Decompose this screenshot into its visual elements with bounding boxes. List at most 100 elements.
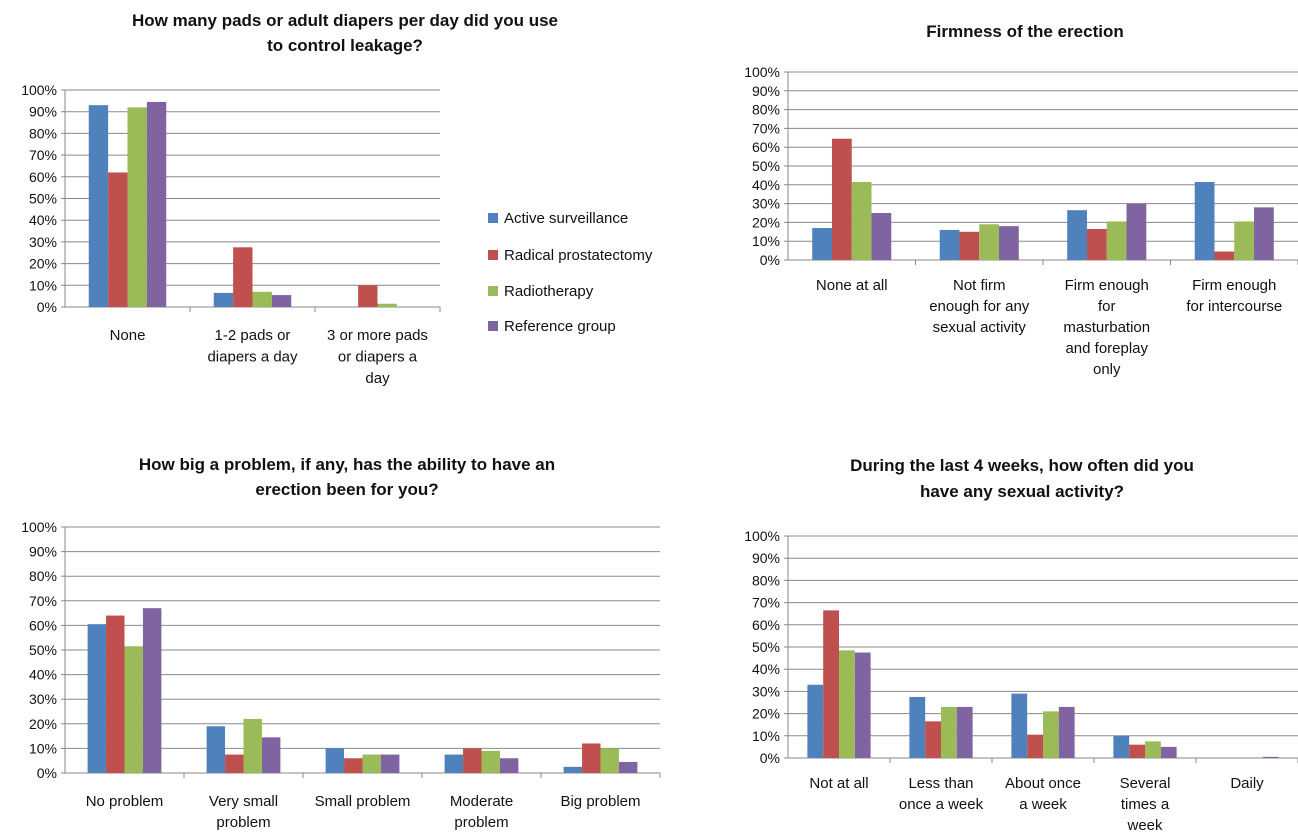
x-tick-label: sexual activity [933, 319, 1027, 336]
x-tick-label: About once [1005, 775, 1081, 792]
bar-radiotherapy [979, 224, 1000, 260]
x-tick-label: once a week [899, 796, 984, 813]
bar-radical-prostatectomy [358, 285, 378, 307]
y-tick-label: 70% [752, 120, 780, 136]
x-tick-label: Less than [908, 775, 973, 792]
x-tick-label: Big problem [560, 793, 640, 810]
bar-active-surveillance [325, 748, 345, 773]
chart-title: to control leakage? [267, 36, 423, 55]
chart-title: Firmness of the erection [926, 22, 1123, 41]
bar-active-surveillance [213, 292, 234, 307]
x-tick-label: 3 or more pads [327, 327, 428, 344]
legend-label-radical-prostatectomy: Radical prostatectomy [504, 247, 653, 264]
bar-active-surveillance [1194, 181, 1215, 260]
y-tick-label: 50% [752, 158, 780, 174]
chart-pads-per-day: How many pads or adult diapers per day d… [21, 11, 558, 387]
x-tick-label: week [1126, 817, 1163, 834]
x-tick-label: Not firm [953, 277, 1006, 294]
y-tick-label: 0% [37, 299, 57, 315]
bar-active-surveillance [909, 696, 926, 758]
y-tick-label: 40% [752, 661, 780, 677]
y-tick-label: 80% [752, 102, 780, 118]
bar-reference-group [146, 101, 167, 307]
x-tick-label: for intercourse [1186, 298, 1282, 315]
legend: Active surveillance Radical prostatectom… [488, 210, 653, 335]
bar-active-surveillance [88, 105, 109, 307]
bar-reference-group [871, 213, 892, 260]
bar-active-surveillance [563, 766, 583, 773]
y-tick-label: 100% [21, 82, 57, 98]
bar-radiotherapy [362, 754, 381, 773]
bar-radical-prostatectomy [1027, 734, 1043, 758]
x-tick-label: day [365, 370, 390, 387]
y-tick-label: 0% [760, 252, 780, 268]
bar-radiotherapy [377, 303, 397, 307]
bar-reference-group [1160, 746, 1177, 758]
y-tick-label: 60% [752, 139, 780, 155]
x-tick-label: None at all [816, 277, 888, 294]
x-tick-label: enough for any [929, 298, 1030, 315]
bar-radical-prostatectomy [233, 247, 253, 307]
bar-radical-prostatectomy [225, 754, 244, 773]
y-tick-label: 80% [752, 572, 780, 588]
x-tick-label: problem [454, 814, 508, 831]
y-tick-label: 20% [29, 256, 57, 272]
bar-reference-group [956, 706, 973, 758]
y-tick-label: 0% [37, 765, 57, 781]
bar-reference-group [1126, 203, 1147, 260]
legend-label-radiotherapy: Radiotherapy [504, 283, 594, 300]
y-tick-label: 40% [29, 667, 57, 683]
y-tick-label: 60% [752, 617, 780, 633]
y-tick-label: 70% [752, 595, 780, 611]
y-tick-label: 60% [29, 169, 57, 185]
bar-radical-prostatectomy [1086, 228, 1107, 260]
y-tick-label: 100% [744, 528, 780, 544]
bar-active-surveillance [1067, 210, 1087, 260]
bar-radiotherapy [1043, 711, 1059, 758]
y-tick-label: 70% [29, 147, 57, 163]
y-tick-label: 50% [752, 639, 780, 655]
y-tick-label: 90% [752, 550, 780, 566]
chart-title: have any sexual activity? [920, 482, 1124, 501]
legend-label-reference-group: Reference group [504, 318, 616, 335]
chart-erection-firmness: Firmness of the erection 0% 10% 20% 30% 40% 50… [744, 22, 1298, 378]
x-tick-label: a week [1019, 796, 1067, 813]
y-tick-label: 10% [752, 728, 780, 744]
legend-label-active-surveillance: Active surveillance [504, 210, 628, 227]
bar-reference-group [618, 761, 638, 773]
y-tick-label: 30% [29, 691, 57, 707]
x-tick-label: Several [1120, 775, 1171, 792]
bar-reference-group [999, 226, 1019, 260]
bar-reference-group [1254, 207, 1274, 260]
chart-title: How big a problem, if any, has the abili… [139, 455, 555, 474]
y-tick-label: 90% [29, 544, 57, 560]
bar-active-surveillance [1113, 735, 1130, 758]
bar-reference-group [380, 754, 400, 773]
chart-title: During the last 4 weeks, how often did y… [850, 456, 1194, 475]
bar-active-surveillance [1011, 693, 1028, 758]
bar-reference-group [271, 295, 292, 307]
y-tick-label: 20% [752, 214, 780, 230]
bar-radical-prostatectomy [823, 610, 839, 758]
x-tick-label: for [1098, 298, 1116, 315]
legend-swatch-active-surveillance [488, 213, 498, 223]
y-tick-label: 100% [744, 64, 780, 80]
y-tick-label: 30% [752, 683, 780, 699]
x-tick-label: None [110, 327, 146, 344]
bar-radiotherapy [1145, 741, 1161, 758]
bar-reference-group [1058, 706, 1075, 758]
y-tick-label: 90% [752, 83, 780, 99]
x-tick-label: masturbation [1063, 319, 1150, 336]
x-tick-label: only [1093, 361, 1121, 378]
x-tick-label: problem [216, 814, 270, 831]
bar-radiotherapy [124, 646, 143, 773]
bar-radical-prostatectomy [344, 758, 363, 773]
y-tick-label: 30% [29, 234, 57, 250]
y-tick-label: 100% [21, 519, 57, 535]
bar-reference-group [854, 652, 871, 758]
bar-radiotherapy [839, 650, 855, 758]
x-tick-label: and foreplay [1065, 340, 1148, 357]
bar-reference-group [261, 737, 281, 773]
y-tick-label: 20% [29, 716, 57, 732]
